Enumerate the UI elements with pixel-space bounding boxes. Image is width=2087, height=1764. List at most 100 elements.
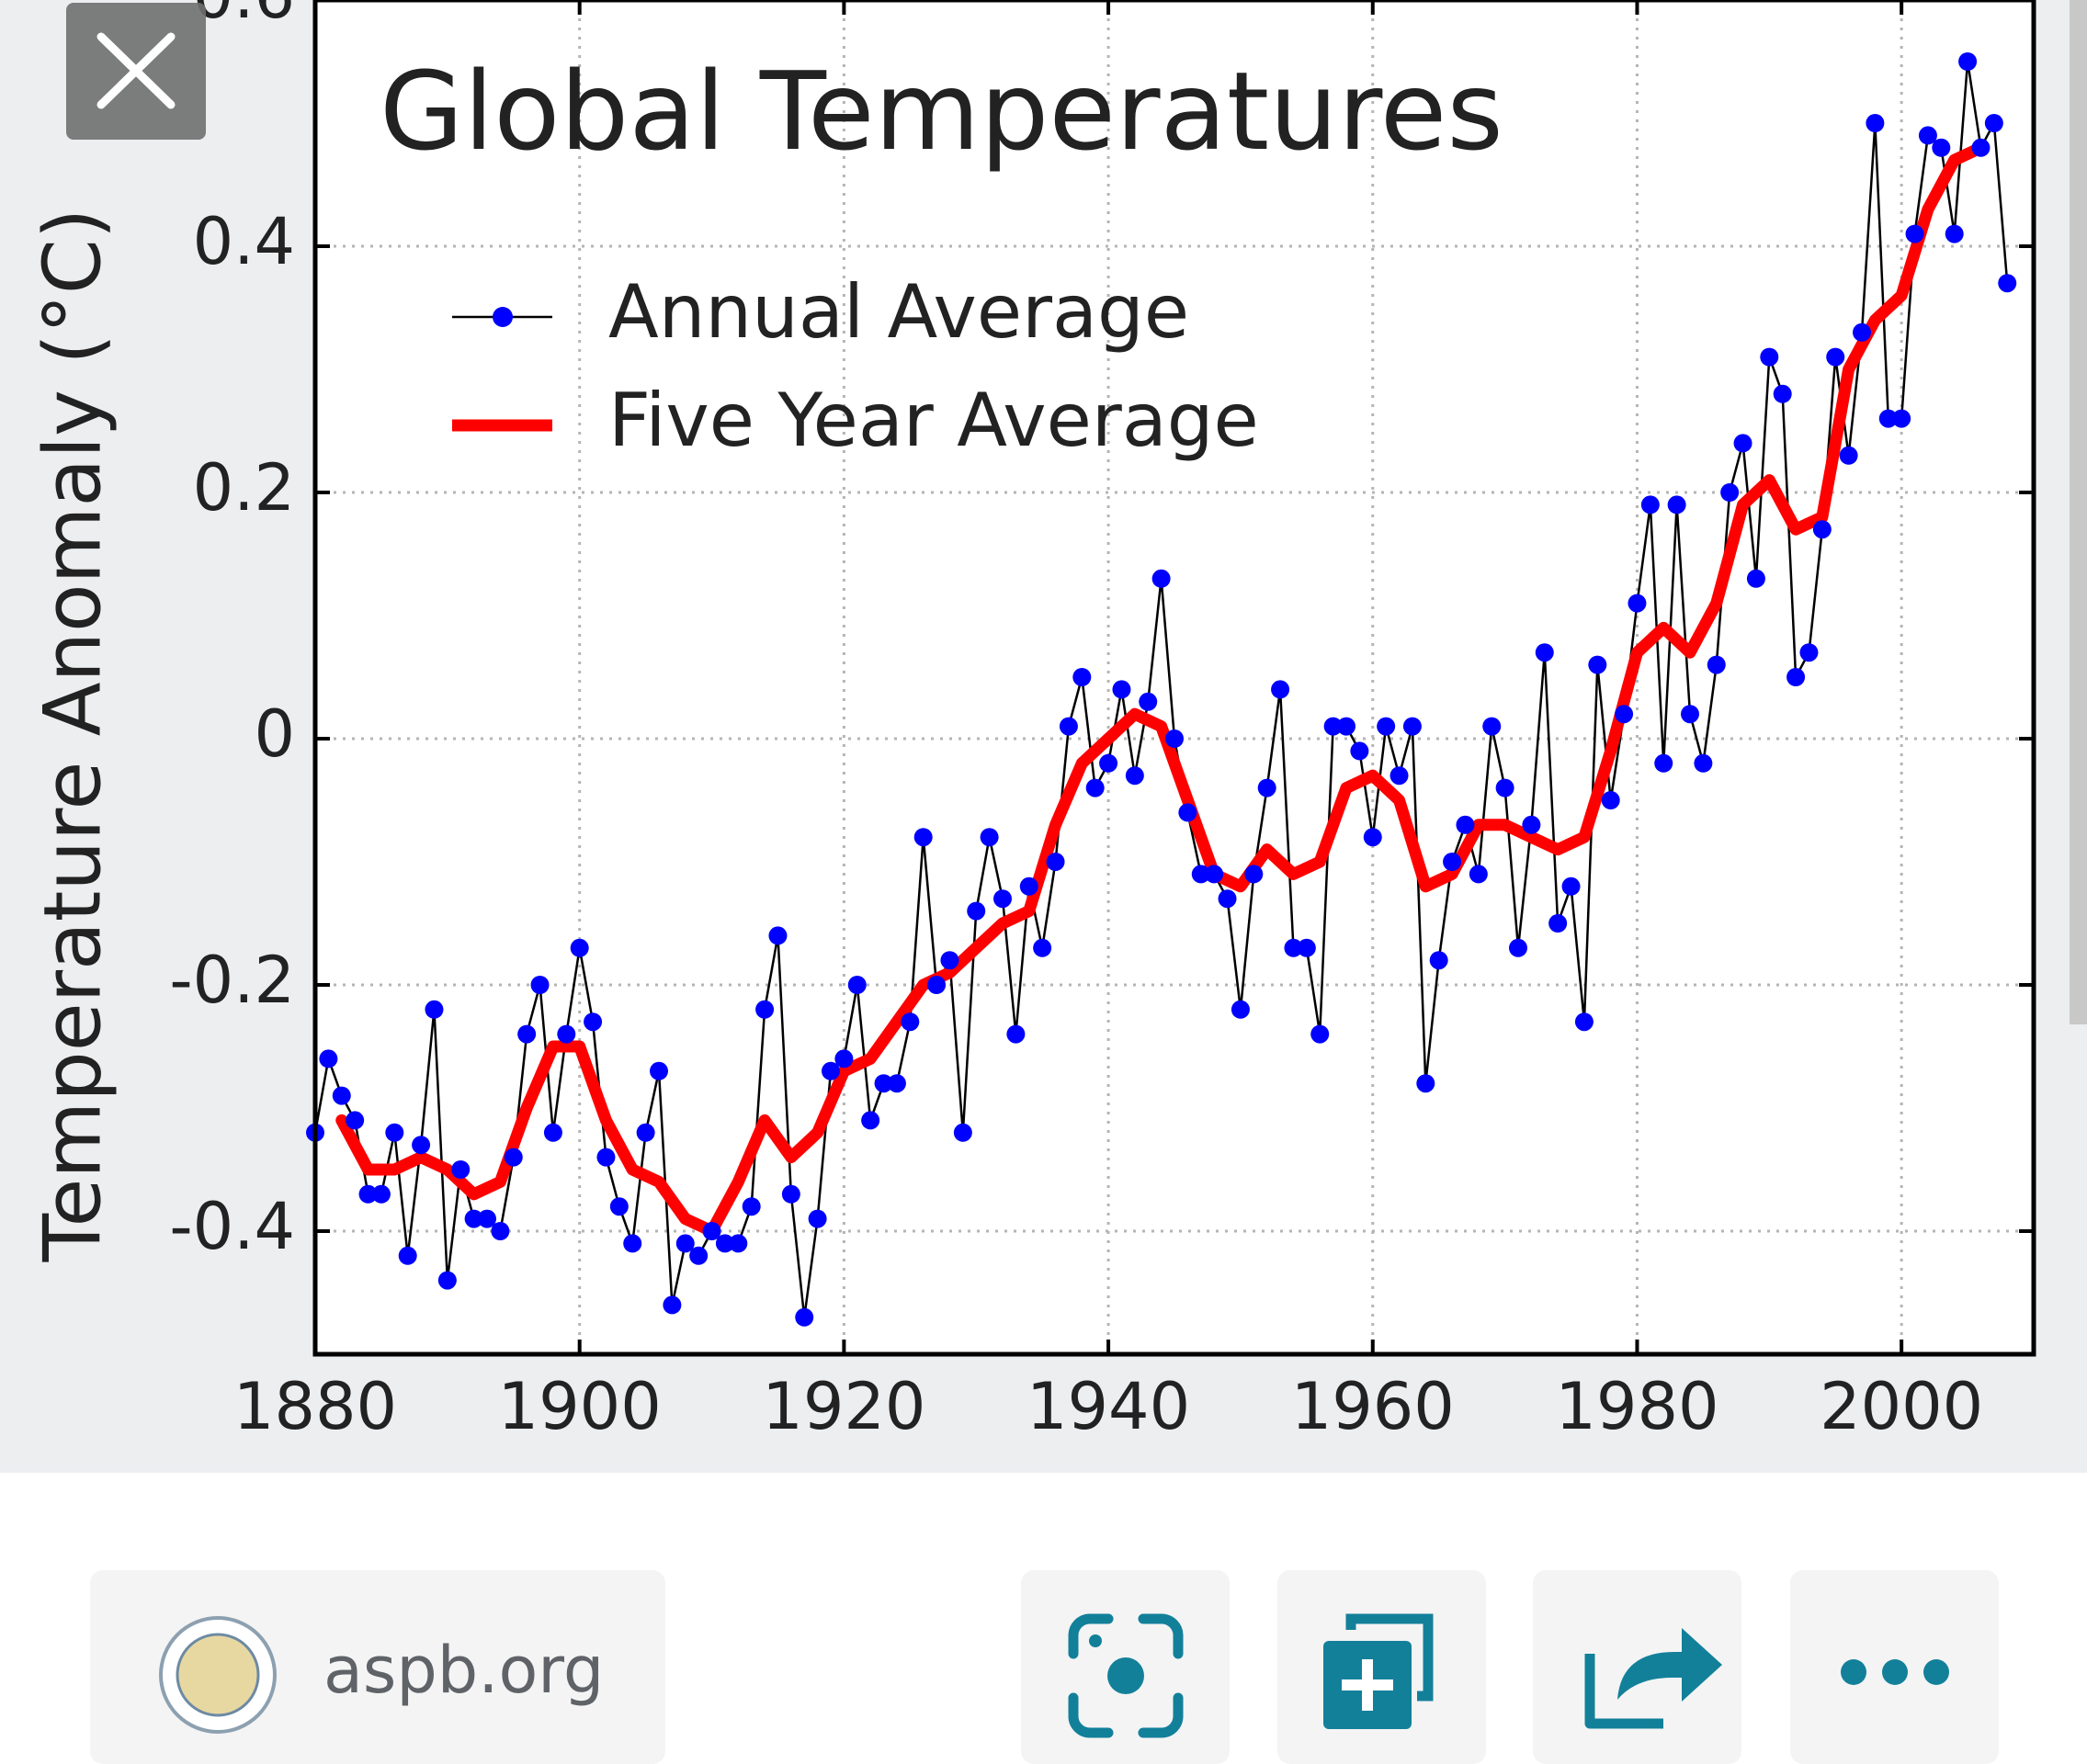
share-icon-arrow[interactable]	[1617, 1628, 1722, 1702]
data-point	[1218, 889, 1237, 909]
data-point	[609, 1197, 629, 1216]
data-point	[451, 1160, 471, 1179]
data-point	[478, 1209, 496, 1228]
data-point	[584, 1012, 603, 1032]
y-tick-label: 0.2	[193, 450, 295, 526]
data-point	[689, 1246, 709, 1265]
data-point	[1548, 914, 1568, 933]
data-point	[1561, 876, 1581, 896]
data-point	[358, 1184, 378, 1204]
data-point	[1707, 655, 1726, 674]
data-point	[1654, 753, 1673, 773]
legend-marker	[493, 307, 513, 327]
data-point	[1601, 791, 1620, 809]
more-dot[interactable]	[1841, 1659, 1866, 1685]
data-point	[1271, 680, 1290, 699]
source-chip[interactable]: aspb.org	[90, 1570, 665, 1764]
data-point	[768, 926, 788, 945]
data-point	[346, 1111, 365, 1130]
source-logo-inner	[176, 1633, 260, 1717]
data-point	[1205, 865, 1224, 884]
data-point	[1681, 705, 1699, 724]
data-point	[1905, 224, 1924, 243]
data-point	[385, 1123, 404, 1142]
data-point	[1878, 409, 1898, 428]
data-point	[993, 889, 1012, 909]
data-point	[1139, 692, 1158, 711]
data-point	[1588, 655, 1607, 674]
y-tick-label: -0.4	[169, 1189, 295, 1264]
data-point	[781, 1184, 800, 1204]
data-point	[1998, 274, 2017, 293]
data-point	[491, 1222, 510, 1240]
lens-button[interactable]	[1021, 1570, 1230, 1764]
x-tick-label: 1980	[1555, 1369, 1718, 1444]
data-point	[464, 1209, 483, 1228]
data-point	[1482, 717, 1502, 736]
data-point	[847, 976, 867, 994]
data-point	[543, 1123, 562, 1142]
data-point	[874, 1074, 893, 1093]
data-point	[1628, 594, 1647, 613]
data-point	[1310, 1024, 1330, 1044]
data-point	[1429, 951, 1448, 970]
data-point	[1112, 680, 1131, 699]
data-point	[371, 1184, 391, 1204]
data-point	[861, 1111, 880, 1130]
data-point	[901, 1012, 920, 1032]
data-point	[1720, 483, 1740, 502]
legend-label: Five Year Average	[608, 378, 1259, 463]
data-point	[530, 976, 550, 994]
more-button[interactable]	[1790, 1570, 1999, 1764]
collection-icon-plus[interactable]	[1342, 1659, 1393, 1711]
data-point	[332, 1086, 351, 1105]
data-point	[1640, 495, 1660, 514]
data-point	[517, 1024, 537, 1044]
data-point	[1019, 876, 1038, 896]
data-point	[1402, 717, 1422, 736]
close-icon[interactable]	[96, 32, 176, 109]
share-button[interactable]	[1533, 1570, 1741, 1764]
data-point	[1932, 138, 1951, 157]
collection-button[interactable]	[1277, 1570, 1486, 1764]
data-point	[1522, 815, 1541, 834]
share-icon-box[interactable]	[1584, 1654, 1663, 1729]
data-point	[1350, 741, 1369, 761]
data-point	[1006, 1024, 1026, 1044]
collection-icon-back[interactable]	[1345, 1613, 1434, 1702]
data-point	[1151, 569, 1171, 588]
data-point	[1892, 409, 1911, 428]
y-tick-label: -0.2	[169, 943, 295, 1018]
close-button[interactable]	[66, 3, 206, 140]
data-point	[1958, 52, 1978, 71]
data-point	[1377, 717, 1396, 736]
data-point	[1059, 717, 1078, 736]
x-tick-label: 1900	[498, 1369, 662, 1444]
data-point	[1773, 384, 1792, 403]
data-point	[1456, 815, 1475, 834]
data-point	[1839, 446, 1858, 465]
legend-label: Annual Average	[608, 269, 1189, 355]
more-dot[interactable]	[1882, 1659, 1908, 1685]
source-domain[interactable]: aspb.org	[323, 1633, 604, 1708]
lens-icon[interactable]	[1068, 1613, 1184, 1738]
x-tick-label: 2000	[1820, 1369, 1983, 1444]
lens-icon-small-dot[interactable]	[1089, 1634, 1102, 1647]
x-tick-label: 1920	[762, 1369, 925, 1444]
lens-icon-dot[interactable]	[1107, 1657, 1144, 1694]
data-point	[570, 938, 589, 957]
data-point	[1191, 865, 1210, 884]
y-tick-label: 0.4	[193, 204, 295, 279]
data-point	[1244, 865, 1264, 884]
more-dot[interactable]	[1923, 1659, 1949, 1685]
data-point	[1443, 853, 1462, 871]
plot-area	[315, 0, 2034, 1354]
data-point	[1746, 569, 1765, 588]
data-point	[742, 1197, 761, 1216]
data-point	[1826, 347, 1845, 367]
data-point	[1509, 938, 1527, 957]
data-point	[1918, 126, 1937, 145]
data-point	[1046, 853, 1065, 871]
